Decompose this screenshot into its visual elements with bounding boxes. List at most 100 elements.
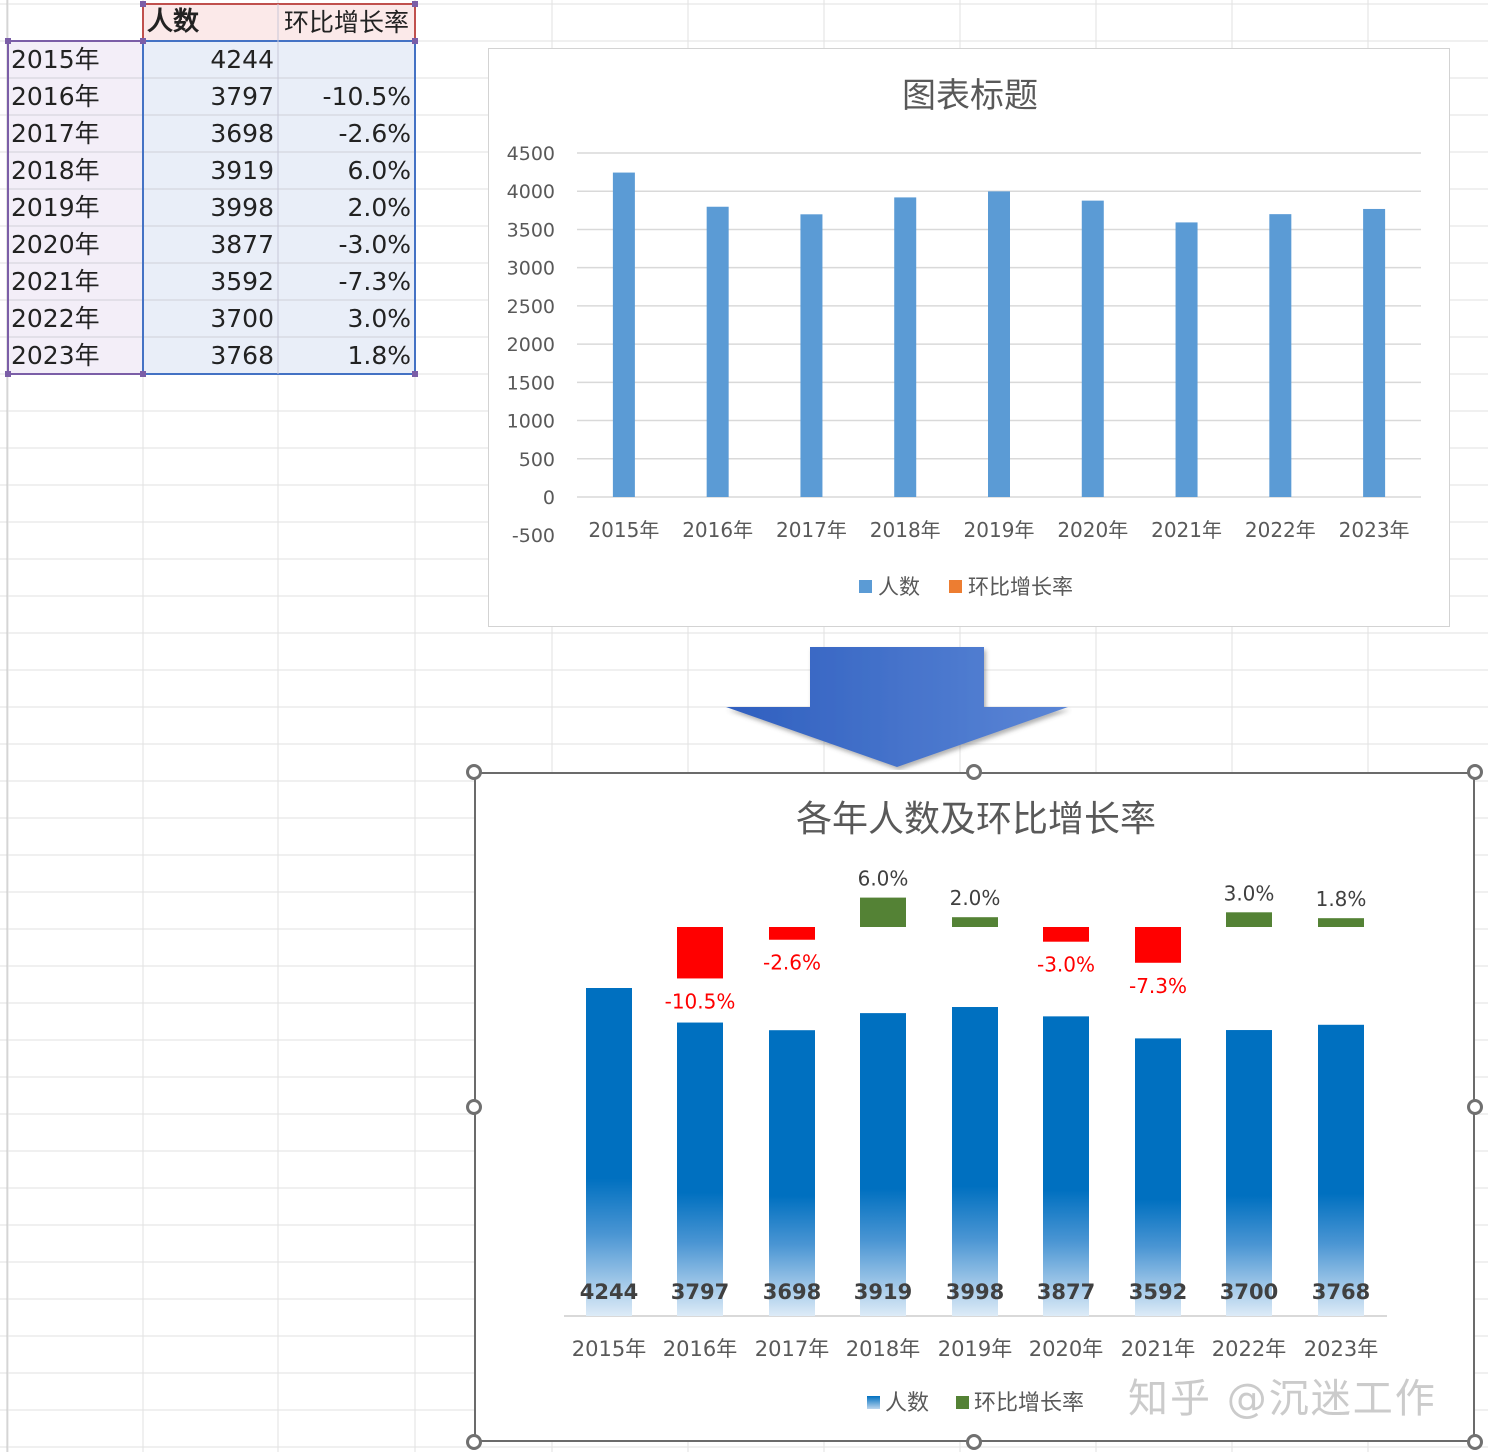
x-tick-label: 2018年 [846, 1337, 920, 1361]
x-tick-label: 2022年 [1212, 1337, 1286, 1361]
y-tick-label: 3500 [507, 219, 555, 241]
count-data-label: 3919 [854, 1280, 912, 1304]
table-cell-count[interactable]: 3797 [143, 78, 278, 115]
resize-handle-bottom-center[interactable] [966, 1434, 982, 1450]
bar-growth-rate[interactable] [1226, 912, 1272, 927]
count-data-label: 3700 [1220, 1280, 1278, 1304]
table-cell-count[interactable]: 3877 [143, 226, 278, 263]
resize-handle-middle-right[interactable] [1467, 1099, 1483, 1115]
y-tick-label: 4000 [507, 181, 555, 203]
header-count[interactable]: 人数 [143, 4, 278, 41]
y-tick-label: 2000 [507, 334, 555, 356]
bar-count[interactable] [860, 1013, 906, 1316]
table-cell-rate[interactable]: 3.0% [278, 300, 415, 337]
bar-count[interactable] [1318, 1024, 1364, 1316]
bar-growth-rate[interactable] [1318, 918, 1364, 927]
legend-label: 人数 [878, 575, 920, 599]
x-tick-label: 2019年 [964, 518, 1035, 542]
resize-handle-bottom-right[interactable] [1467, 1434, 1483, 1450]
rate-data-label: 3.0% [1224, 881, 1275, 905]
rate-data-label: 2.0% [950, 886, 1001, 910]
resize-handle-middle-left[interactable] [466, 1099, 482, 1115]
table-cell-rate[interactable]: -7.3% [278, 263, 415, 300]
table-cell-count[interactable]: 3998 [143, 189, 278, 226]
x-tick-label: 2023年 [1304, 1337, 1378, 1361]
table-cell-rate[interactable]: 1.8% [278, 337, 415, 374]
bar-count[interactable] [1363, 208, 1386, 497]
table-cell-rate[interactable]: -3.0% [278, 226, 415, 263]
table-cell-year[interactable]: 2020年 [8, 226, 143, 263]
bar-count[interactable] [800, 214, 823, 497]
bar-count[interactable] [1269, 214, 1292, 497]
x-tick-label: 2019年 [938, 1337, 1012, 1361]
y-tick-label: 0 [543, 487, 555, 509]
resize-handle-top-left[interactable] [466, 764, 482, 780]
default-chart[interactable]: 图表标题 4500 4000 3500 3000 2500 2000 1500 1000 500 0… [488, 48, 1450, 627]
table-cell-year[interactable]: 2019年 [8, 189, 143, 226]
table-cell-count[interactable]: 3919 [143, 152, 278, 189]
down-arrow-shape [726, 647, 1068, 767]
rate-data-label: -7.3% [1129, 974, 1187, 998]
table-cell-rate[interactable] [278, 41, 415, 78]
resize-handle-bottom-left[interactable] [466, 1434, 482, 1450]
count-data-label: 3998 [946, 1280, 1004, 1304]
bar-count[interactable] [586, 988, 632, 1316]
bar-count[interactable] [1043, 1016, 1089, 1316]
header-rate[interactable]: 环比增长率 [278, 4, 415, 41]
count-data-label: 3768 [1312, 1280, 1370, 1304]
x-tick-label: 2021年 [1151, 518, 1222, 542]
table-cell-count[interactable]: 3768 [143, 337, 278, 374]
bar-count[interactable] [894, 197, 917, 497]
bar-growth-rate[interactable] [769, 927, 815, 940]
bar-count[interactable] [1175, 222, 1198, 497]
bar-count[interactable] [1081, 200, 1104, 498]
bar-count[interactable] [952, 1007, 998, 1316]
table-cell-year[interactable]: 2017年 [8, 115, 143, 152]
count-data-label: 3698 [763, 1280, 821, 1304]
table-cell-count[interactable]: 3698 [143, 115, 278, 152]
x-tick-label: 2017年 [776, 518, 847, 542]
bar-count[interactable] [769, 1030, 815, 1316]
table-cell-count[interactable]: 4244 [143, 41, 278, 78]
bar-count[interactable] [706, 206, 729, 497]
table-cell-rate[interactable]: 2.0% [278, 189, 415, 226]
default-chart-svg: 图表标题 4500 4000 3500 3000 2500 2000 1500 1000 500 0… [507, 76, 1421, 599]
bar-count[interactable] [1135, 1038, 1181, 1316]
bar-count[interactable] [677, 1022, 723, 1316]
bar-count[interactable] [988, 191, 1010, 497]
styled-chart[interactable]: 各年人数及环比增长率 4244 2015年 3797 -10.5% 2016年 3698 -2… [474, 772, 1475, 1442]
rate-data-label: 6.0% [858, 867, 909, 891]
resize-handle-top-center[interactable] [966, 764, 982, 780]
table-cell-year[interactable]: 2023年 [8, 337, 143, 374]
x-tick-label: 2016年 [663, 1337, 737, 1361]
x-tick-label: 2018年 [870, 518, 941, 542]
bar-growth-rate[interactable] [952, 917, 998, 927]
table-cell-year[interactable]: 2015年 [8, 41, 143, 78]
y-tick-label: 2500 [507, 296, 555, 318]
table-cell-count[interactable]: 3592 [143, 263, 278, 300]
resize-handle-top-right[interactable] [1467, 764, 1483, 780]
bar-growth-rate[interactable] [860, 897, 906, 927]
table-cell-year[interactable]: 2022年 [8, 300, 143, 337]
y-tick-label: 500 [519, 449, 555, 471]
x-tick-label: 2023年 [1339, 518, 1410, 542]
table-cell-year[interactable]: 2016年 [8, 78, 143, 115]
bar-count[interactable] [1226, 1030, 1272, 1316]
y-tick-label: 3000 [507, 258, 555, 280]
table-cell-count[interactable]: 3700 [143, 300, 278, 337]
table-cell-rate[interactable]: -2.6% [278, 115, 415, 152]
table-cell-year[interactable]: 2021年 [8, 263, 143, 300]
x-tick-label: 2020年 [1029, 1337, 1103, 1361]
count-data-label: 3877 [1037, 1280, 1095, 1304]
chart-title: 各年人数及环比增长率 [796, 799, 1156, 840]
table-cell-rate[interactable]: 6.0% [278, 152, 415, 189]
styled-chart-svg: 各年人数及环比增长率 4244 2015年 3797 -10.5% 2016年 3698 -2… [564, 799, 1387, 1416]
bar-growth-rate[interactable] [1043, 927, 1089, 942]
bar-growth-rate[interactable] [1135, 927, 1181, 963]
table-cell-rate[interactable]: -10.5% [278, 78, 415, 115]
bar-growth-rate[interactable] [677, 927, 723, 979]
x-tick-label: 2015年 [572, 1337, 646, 1361]
rate-data-label: 1.8% [1316, 887, 1367, 911]
table-cell-year[interactable]: 2018年 [8, 152, 143, 189]
bar-count[interactable] [612, 172, 635, 498]
